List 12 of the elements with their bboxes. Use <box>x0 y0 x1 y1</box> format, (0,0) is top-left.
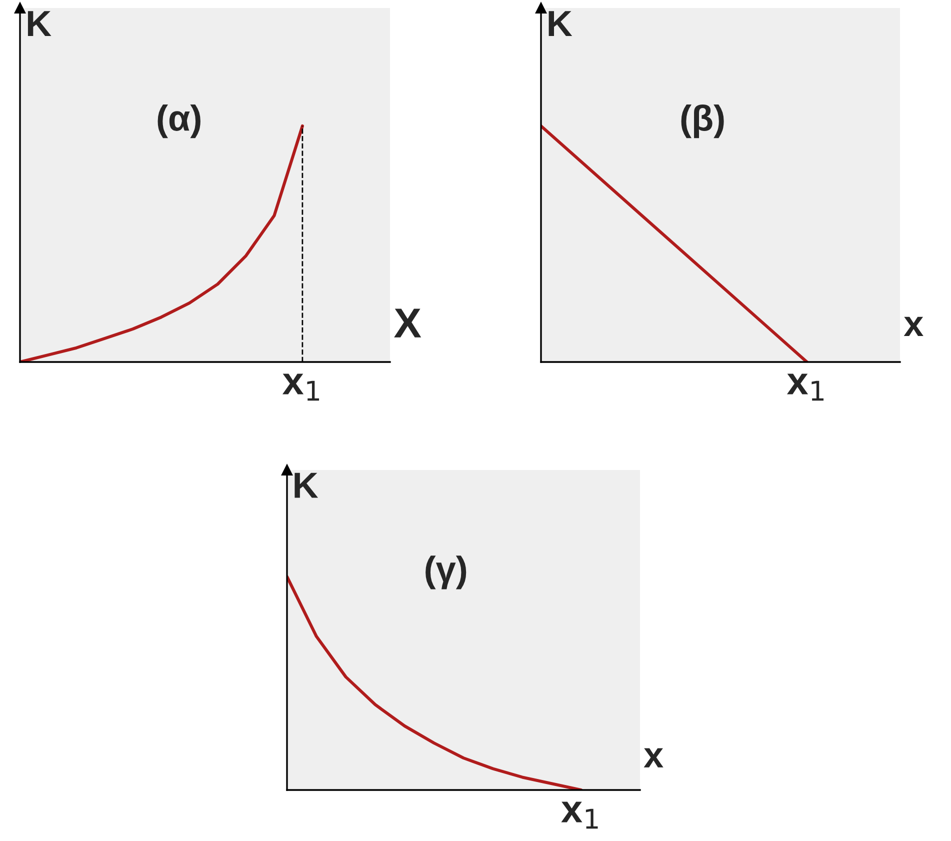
text: x$_{1}$ <box>282 374 320 401</box>
y-axis-title: K <box>294 472 318 498</box>
x-axis-title: x <box>904 316 924 336</box>
text: x$_{1}$ <box>561 802 598 829</box>
y-axis-title: K <box>548 11 572 36</box>
chart-title: (β) <box>681 104 724 138</box>
chart-title: (γ) <box>426 556 466 590</box>
text: x$_{1}$ <box>786 374 824 401</box>
chart-title: (α) <box>158 104 200 138</box>
x-axis-title: X <box>394 308 422 338</box>
x-axis-title: x <box>644 748 664 768</box>
y-axis-title: K <box>28 11 52 36</box>
